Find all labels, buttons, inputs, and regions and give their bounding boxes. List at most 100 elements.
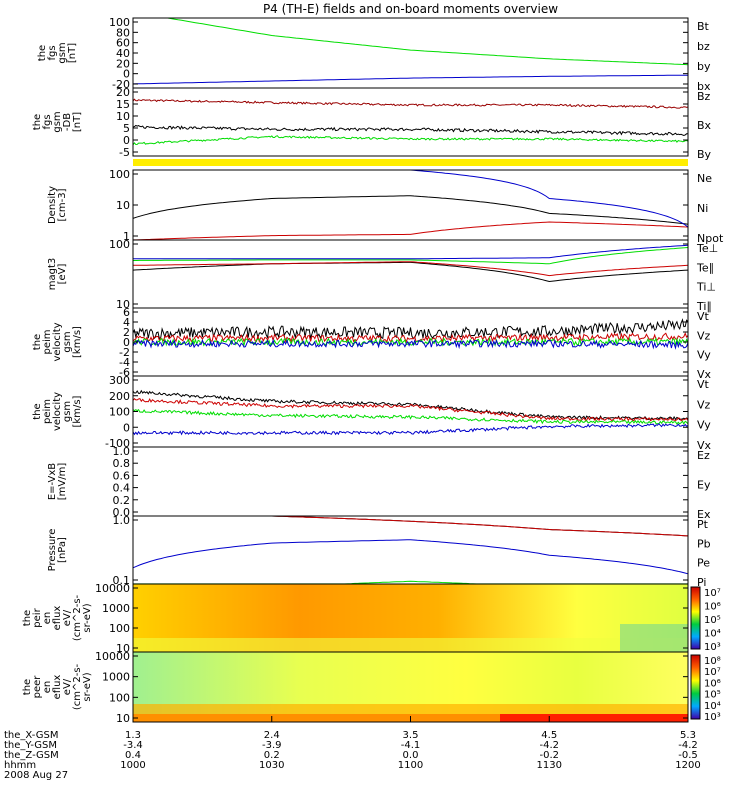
y-axis-label: -DB [62, 113, 73, 131]
y-tick-label: 10 [116, 110, 130, 123]
y-axis-label: [km/s] [72, 326, 83, 358]
legend-entry: Vz [697, 329, 711, 342]
y-tick-label: 20 [116, 86, 130, 99]
spectrogram-band-red [500, 714, 688, 722]
y-tick-label: 2 [123, 326, 130, 339]
legend-entry: Vz [697, 398, 711, 411]
y-axis-label: peim [42, 329, 53, 354]
colorbar-label: 10⁶ [704, 678, 721, 689]
legend-entry: bz [697, 40, 710, 53]
y-axis-label: [mV/m] [57, 463, 68, 501]
orbit-value: -0.2 [539, 750, 559, 761]
colorbar [690, 586, 701, 650]
y-axis-label: peim [42, 399, 53, 424]
y-tick-label: 40 [116, 47, 130, 60]
legend-entry: Bz [697, 90, 711, 103]
legend-entry: Ez [697, 449, 710, 462]
colorbar-label: 10⁵ [704, 615, 721, 626]
y-tick-label: 0.8 [113, 457, 131, 470]
y-tick-label: 0.2 [113, 494, 131, 507]
y-tick-label: -2 [119, 346, 130, 359]
y-axis-label: velocity [52, 322, 63, 361]
colorbar-label: 10³ [704, 712, 721, 723]
series-line-By [132, 135, 689, 146]
y-axis-label: sr-eV) [82, 603, 93, 632]
legend-entry: Ti∥ [696, 300, 712, 313]
y-tick-label: -5 [119, 146, 130, 159]
orbit-value: 4.5 [541, 730, 557, 741]
spectrogram-band-base [133, 714, 500, 722]
y-axis-label: Pressure [47, 529, 58, 572]
legend-entry: Pe [697, 557, 710, 570]
legend-entry: bx [697, 80, 711, 93]
orbit-value: 0.0 [403, 750, 419, 761]
y-axis-label: [nT] [67, 43, 78, 63]
y-axis-label: gsm [62, 401, 73, 422]
y-tick-label: 1000 [102, 602, 130, 615]
series-line-Bx [132, 124, 689, 137]
y-tick-label: -6 [119, 366, 130, 379]
y-axis-label: en [42, 681, 53, 694]
series-line-bx [132, 74, 688, 85]
series-line-Pb [271, 515, 689, 537]
y-tick-label: 10 [116, 199, 130, 212]
series-line-Ne [133, 221, 689, 241]
orbit-value: 1000 [120, 760, 145, 771]
spectrogram-band-orange [133, 704, 688, 714]
panel-frame [132, 446, 689, 517]
y-tick-label: 100 [109, 691, 130, 704]
spectrogram-low-band [133, 638, 688, 652]
panel-frame [132, 239, 689, 309]
series-line-Npot [410, 169, 689, 228]
y-tick-label: 10000 [95, 582, 130, 595]
y-axis-label: eV/ [62, 609, 73, 626]
panel-frame [132, 375, 689, 448]
legend-entry: by [697, 60, 711, 73]
y-tick-label: 100 [109, 238, 130, 251]
orbit-row-label: the_Z-GSM [4, 750, 59, 761]
y-tick-label: 1.0 [113, 445, 131, 458]
y-tick-label: 100 [109, 622, 130, 635]
y-axis-label: [eV] [57, 264, 68, 285]
y-axis-label: the [37, 45, 48, 61]
series-line-by [133, 17, 689, 66]
legend-entry: Vx [697, 439, 712, 452]
colorbar-label: 10⁴ [704, 629, 721, 640]
y-axis-label: velocity [52, 392, 63, 431]
series-line-Pi [132, 539, 689, 575]
y-axis-label: [cm-3] [57, 188, 68, 221]
y-axis-label: gsm [52, 111, 63, 132]
y-axis-label: en [42, 612, 53, 625]
orbit-row-label: the_X-GSM [4, 730, 58, 741]
y-tick-label: 1 [123, 230, 130, 243]
orbit-value: 1030 [259, 760, 284, 771]
y-axis-label: eflux [52, 606, 63, 631]
legend-entry: By [697, 148, 712, 161]
y-axis-label: the [32, 114, 43, 130]
y-tick-label: 1.0 [113, 514, 131, 527]
y-tick-label: 15 [116, 98, 130, 111]
y-tick-label: -20 [112, 78, 130, 91]
series-line-Vz [132, 397, 689, 422]
y-tick-label: 10 [116, 642, 130, 655]
orbit-value: 1.3 [125, 730, 141, 741]
y-tick-label: -4 [119, 356, 130, 369]
y-axis-label: E=-VxB [47, 463, 58, 500]
y-tick-label: 60 [116, 37, 130, 50]
orbit-value: 0.4 [125, 750, 141, 761]
orbit-value: -4.2 [678, 740, 698, 751]
legend-entry: Pt [697, 518, 709, 531]
orbit-value: 1130 [537, 760, 562, 771]
orbit-value: -4.2 [539, 740, 559, 751]
y-axis-label: gsm [57, 42, 68, 63]
series-line-Vx [132, 422, 689, 436]
legend-entry: Vt [697, 310, 710, 323]
legend-entry: Ex [697, 508, 711, 521]
legend-entry: Ne [697, 172, 712, 185]
orbit-row-label: the_Y-GSM [4, 740, 57, 751]
series-line-Vx [132, 338, 689, 350]
chart-title: P4 (TH-E) fields and on-board moments ov… [263, 2, 558, 16]
